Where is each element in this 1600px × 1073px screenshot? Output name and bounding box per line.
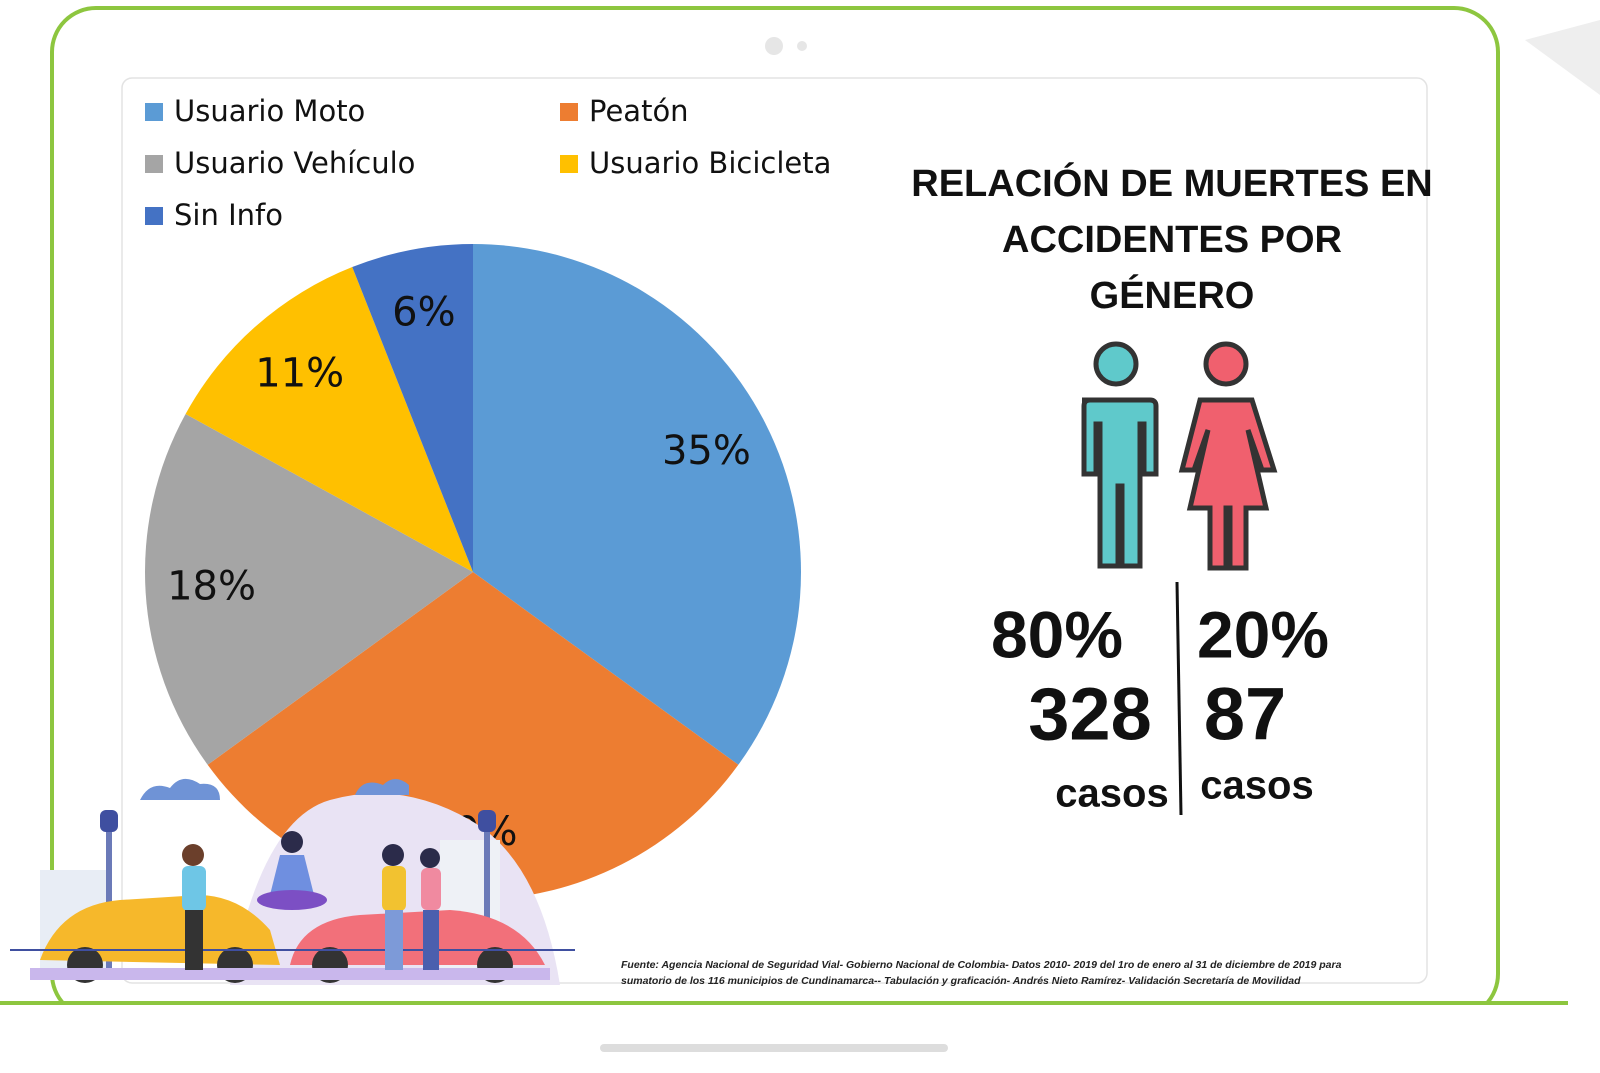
parking-meter xyxy=(100,810,118,832)
person-head xyxy=(182,844,204,866)
legend-label: Peatón xyxy=(589,94,689,128)
person-body xyxy=(421,868,441,910)
camera xyxy=(765,37,783,55)
legend-swatch xyxy=(560,155,578,173)
title-line: ACCIDENTES POR xyxy=(1002,219,1342,261)
data-label: 11% xyxy=(255,350,344,396)
person-legs xyxy=(423,910,439,970)
gender-percent: 80% xyxy=(991,597,1123,671)
person-head xyxy=(420,848,440,868)
male-head xyxy=(1096,344,1136,384)
sensor xyxy=(797,41,807,51)
person-head xyxy=(382,844,404,866)
legend-swatch xyxy=(145,155,163,173)
gender-count: 328 xyxy=(1028,673,1151,756)
title-line: GÉNERO xyxy=(1090,273,1255,317)
person-body xyxy=(182,866,206,911)
legend-swatch xyxy=(145,207,163,225)
corner-decor xyxy=(1525,20,1600,95)
legend-label: Usuario Moto xyxy=(174,94,365,128)
base-panel xyxy=(0,1005,1600,1073)
person-body xyxy=(382,866,406,911)
person-legs xyxy=(257,890,327,910)
title-line: RELACIÓN DE MUERTES EN xyxy=(911,161,1432,205)
data-label: 18% xyxy=(167,563,256,609)
legend-label: Usuario Bicicleta xyxy=(589,146,831,180)
legend-label: Sin Info xyxy=(174,198,283,232)
ground-stripe xyxy=(30,968,550,980)
person-head xyxy=(281,831,303,853)
gender-unit: casos xyxy=(1055,772,1168,816)
female-head xyxy=(1206,344,1246,384)
pie-chart: 35%30%18%11%6% xyxy=(145,244,801,900)
gender-percent: 20% xyxy=(1197,597,1329,671)
data-label: 6% xyxy=(392,290,455,336)
page: 35%30%18%11%6% Usuario MotoPeatónUsuario… xyxy=(0,0,1600,1073)
trackpad-notch xyxy=(600,1044,948,1052)
gender-count: 87 xyxy=(1204,673,1286,756)
person-legs xyxy=(185,910,203,970)
gender-unit: casos xyxy=(1200,764,1313,808)
data-label: 35% xyxy=(662,428,751,474)
legend-swatch xyxy=(560,103,578,121)
screen: 35%30%18%11%6% Usuario MotoPeatónUsuario… xyxy=(0,0,1600,1073)
source-line: Fuente: Agencia Nacional de Seguridad Vi… xyxy=(621,959,1342,971)
parking-meter xyxy=(478,810,496,832)
legend-label: Usuario Vehículo xyxy=(174,146,415,180)
person-legs xyxy=(385,910,403,970)
legend-swatch xyxy=(145,103,163,121)
source-line: sumatorio de los 116 municipios de Cundi… xyxy=(621,975,1301,987)
